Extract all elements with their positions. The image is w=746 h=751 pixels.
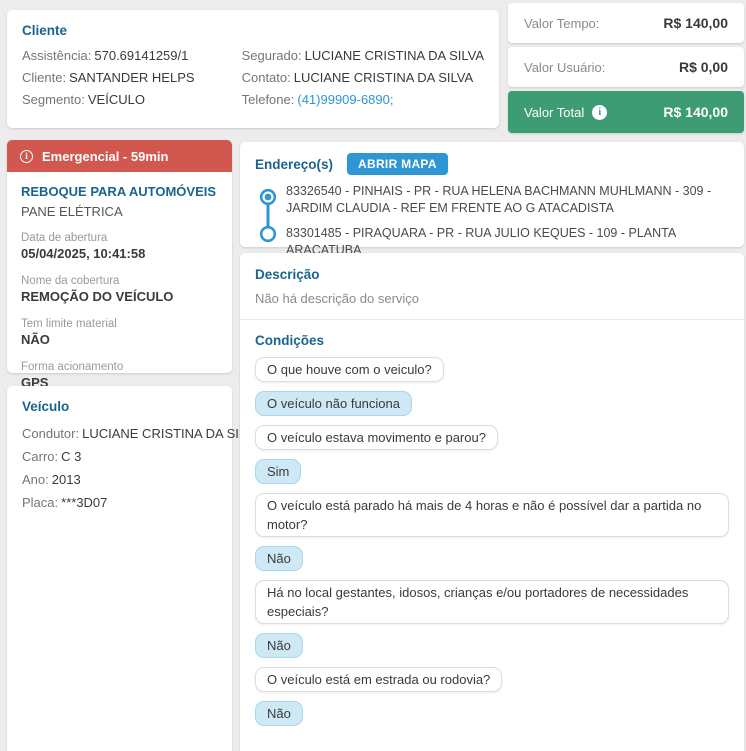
field-row: Cliente: SANTANDER HELPS xyxy=(22,67,242,89)
field-row: Telefone: (41)99909-6890; xyxy=(242,89,484,111)
field-row: Assistência: 570.69141259/1 xyxy=(22,45,242,67)
address-list: 83326540 - PINHAIS - PR - RUA HELENA BAC… xyxy=(286,183,731,259)
field-value: ***3D07 xyxy=(61,495,108,510)
field-value: 2013 xyxy=(51,472,81,487)
value-label: Valor Tempo: xyxy=(524,15,600,31)
vehicle-card: Veículo Condutor: LUCIANE CRISTINA DA SIL… xyxy=(7,386,262,751)
condition-bubble: O que houve com o veiculo? xyxy=(255,357,444,382)
emergency-banner-label: Emergencial - 59min xyxy=(42,148,169,164)
field-value: LUCIANE CRISTINA DA SILVA xyxy=(304,48,484,63)
conditions-messages: O que houve com o veiculo? O veículo não … xyxy=(255,357,729,726)
field-label: Segurado: xyxy=(241,48,302,63)
address-header: Endereço(s) ABRIR MAPA xyxy=(255,153,729,175)
service-card: i Emergencial - 59min REBOQUE PARA AUTOM… xyxy=(7,140,232,390)
service-body: REBOQUE PARA AUTOMÓVEIS PANE ELÉTRICA Da… xyxy=(7,172,232,403)
field-label: Assistência: xyxy=(22,48,92,63)
address-card: Endereço(s) ABRIR MAPA 83326540 - PINHAI… xyxy=(240,142,744,257)
conditions-title: Condições xyxy=(255,333,325,348)
value-amount: R$ 0,00 xyxy=(678,59,728,75)
address-timeline: 83326540 - PINHAIS - PR - RUA HELENA BAC… xyxy=(255,183,729,259)
info-outline-icon: i xyxy=(20,149,33,163)
client-card-title: Cliente xyxy=(22,23,68,38)
condition-bubble: Há no local gestantes, idosos, crianças … xyxy=(255,580,729,624)
value-amount: R$ 140,00 xyxy=(663,15,728,31)
field-label: Condutor: xyxy=(22,426,80,441)
field-row: Condutor: LUCIANE CRISTINA DA SILVA xyxy=(22,422,262,445)
field-label: Segmento: xyxy=(22,92,85,107)
field-value: (41)99909-6890; xyxy=(297,92,394,107)
vehicle-card-title: Veículo xyxy=(22,399,70,414)
condition-bubble: O veículo estava movimento e parou? xyxy=(255,425,498,450)
service-field: Data de abertura 05/04/2025, 10:41:58 xyxy=(21,231,218,262)
description-title: Descrição xyxy=(255,267,320,282)
value-total-label: Valor Total xyxy=(524,104,585,120)
client-card: Cliente Assistência: 570.69141259/1 Clien… xyxy=(7,10,499,128)
field-row: Carro: C 3 xyxy=(22,445,217,468)
client-fields-left: Assistência: 570.69141259/1 Cliente: SANTA… xyxy=(22,45,242,111)
address-card-title: Endereço(s) xyxy=(255,156,334,172)
service-field-value: REMOÇÃO DO VEÍCULO xyxy=(21,289,174,304)
service-field-label: Nome da cobertura xyxy=(21,275,120,287)
value-label: Valor Usuário: xyxy=(524,59,606,75)
condition-bubble: O veículo está parado há mais de 4 horas… xyxy=(255,493,729,537)
field-value: LUCIANE CRISTINA DA SILVA xyxy=(293,70,474,85)
field-value: C 3 xyxy=(61,449,82,464)
section-divider xyxy=(240,319,744,320)
values-rows: Valor Tempo: R$ 140,00 Valor Usuário: R$… xyxy=(508,3,744,87)
field-label: Cliente: xyxy=(22,70,67,85)
field-row: Placa: ***3D07 xyxy=(22,491,217,514)
service-subtitle: PANE ELÉTRICA xyxy=(21,204,123,219)
field-value: VEÍCULO xyxy=(87,92,145,107)
service-field-label: Forma acionamento xyxy=(21,361,124,373)
service-field-value: NÃO xyxy=(21,332,50,347)
condition-bubble: O veículo não funciona xyxy=(255,391,412,416)
service-name: REBOQUE PARA AUTOMÓVEIS xyxy=(21,184,217,199)
client-fields-right: Segurado: LUCIANE CRISTINA DA SILVA Conta… xyxy=(242,45,484,111)
vehicle-fields: Condutor: LUCIANE CRISTINA DA SILVA Carro… xyxy=(22,422,262,514)
description-empty-text: Não há descrição do serviço xyxy=(255,291,420,306)
route-timeline-icon xyxy=(259,188,277,243)
value-total-row: Valor Total i R$ 140,00 xyxy=(508,91,744,133)
field-value: 570.69141259/1 xyxy=(94,48,189,63)
field-label: Telefone: xyxy=(241,92,295,107)
field-row: Segmento: VEÍCULO xyxy=(22,89,242,111)
field-label: Ano: xyxy=(22,472,49,487)
value-row: Valor Usuário: R$ 0,00 xyxy=(508,47,744,87)
service-field: Nome da cobertura REMOÇÃO DO VEÍCULO xyxy=(21,274,218,305)
service-field: Tem limite material NÃO xyxy=(21,317,218,348)
service-field-label: Tem limite material xyxy=(21,318,117,330)
info-icon[interactable]: i xyxy=(592,104,608,120)
emergency-banner: i Emergencial - 59min xyxy=(7,140,232,172)
field-row: Segurado: LUCIANE CRISTINA DA SILVA xyxy=(242,45,484,67)
open-map-button[interactable]: ABRIR MAPA xyxy=(347,153,448,175)
field-row: Ano: 2013 xyxy=(22,468,217,491)
field-label: Placa: xyxy=(22,495,59,510)
field-value: SANTANDER HELPS xyxy=(69,70,195,85)
field-row: Contato: LUCIANE CRISTINA DA SILVA xyxy=(242,67,484,89)
condition-bubble: Não xyxy=(255,633,303,658)
service-field-label: Data de abertura xyxy=(21,232,108,244)
condition-bubble: Sim xyxy=(255,459,302,484)
field-value: LUCIANE CRISTINA DA SILVA xyxy=(82,426,262,441)
client-fields: Assistência: 570.69141259/1 Cliente: SANTA… xyxy=(22,45,484,111)
details-card: Descrição Não há descrição do serviço Co… xyxy=(240,253,744,751)
condition-bubble: Não xyxy=(255,701,303,726)
field-label: Contato: xyxy=(241,70,291,85)
service-field-value: 05/04/2025, 10:41:58 xyxy=(21,246,146,261)
address-item[interactable]: 83326540 - PINHAIS - PR - RUA HELENA BAC… xyxy=(286,184,712,215)
condition-bubble: Não xyxy=(255,546,303,571)
field-label: Carro: xyxy=(22,449,59,464)
value-total-amount: R$ 140,00 xyxy=(663,104,728,120)
value-total-label-wrap: Valor Total i xyxy=(524,104,608,120)
values-summary: Valor Tempo: R$ 140,00 Valor Usuário: R$… xyxy=(508,3,744,133)
value-row: Valor Tempo: R$ 140,00 xyxy=(508,3,744,43)
service-fields: Data de abertura 05/04/2025, 10:41:58 No… xyxy=(21,231,218,391)
condition-bubble: O veículo está em estrada ou rodovia? xyxy=(255,667,503,692)
